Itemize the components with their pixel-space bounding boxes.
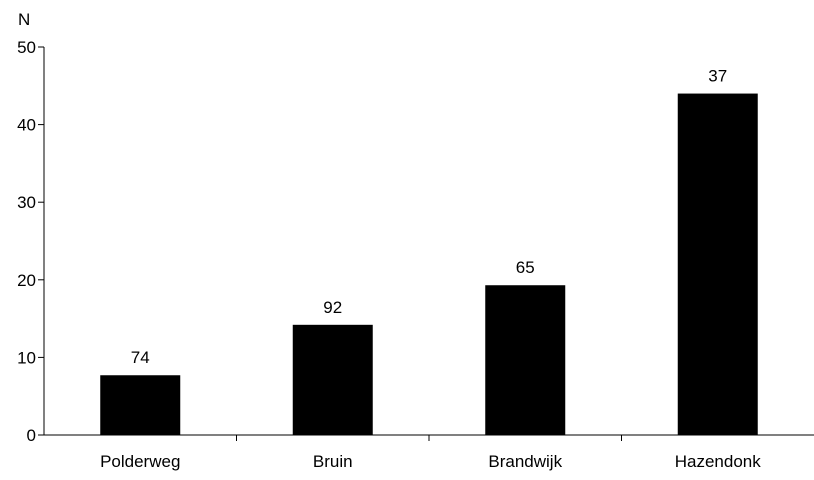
x-tick-label-polderweg: Polderweg (100, 452, 180, 471)
y-tick-label: 20 (17, 271, 36, 290)
data-labels-group: 74 92 65 37 (131, 67, 727, 368)
data-label-polderweg: 74 (131, 348, 150, 367)
bar-brandwijk (485, 285, 566, 435)
x-tick-label-brandwijk: Brandwijk (488, 452, 562, 471)
data-label-brandwijk: 65 (516, 258, 535, 277)
x-tick-label-bruin: Bruin (313, 452, 353, 471)
y-axis-title: N (18, 10, 30, 29)
x-axis: Polderweg Bruin Brandwijk Hazendonk (44, 434, 814, 471)
data-label-hazendonk: 37 (708, 67, 727, 86)
bar-hazendonk (677, 93, 758, 435)
bar-bruin (292, 324, 373, 435)
x-tick-label-hazendonk: Hazendonk (675, 452, 762, 471)
y-axis: 0 10 20 30 40 50 (17, 38, 45, 445)
y-tick-label: 0 (27, 426, 36, 445)
y-tick-label: 50 (17, 38, 36, 57)
bar-polderweg (100, 375, 181, 435)
bars-group (100, 93, 758, 435)
y-tick-label: 10 (17, 348, 36, 367)
y-tick-label: 40 (17, 116, 36, 135)
data-label-bruin: 92 (323, 298, 342, 317)
y-tick-label: 30 (17, 193, 36, 212)
